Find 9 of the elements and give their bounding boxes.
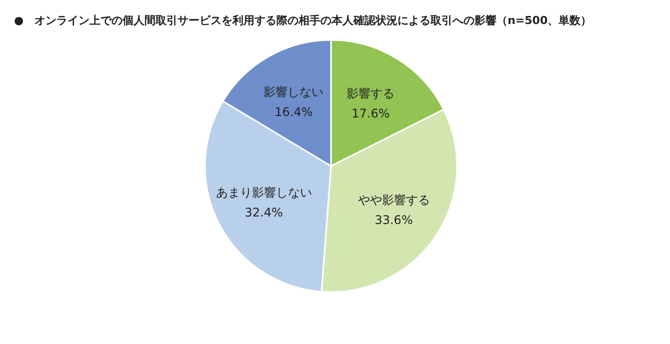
data-label: 32.4% [244,206,283,220]
data-label: 16.4% [274,105,313,120]
slice-label: 影響する [346,86,395,101]
slice-label: やや影響する [358,193,430,208]
slice-label: あまり影響しない [216,186,312,200]
chart-title: ● オンライン上での個人間取引サービスを利用する際の相手の本人確認状況による取引への影響（n=500、単数） [14,14,592,27]
slice-label: 影響しない [264,85,324,100]
data-label: 33.6% [374,213,413,228]
data-label: 17.6% [352,106,390,121]
